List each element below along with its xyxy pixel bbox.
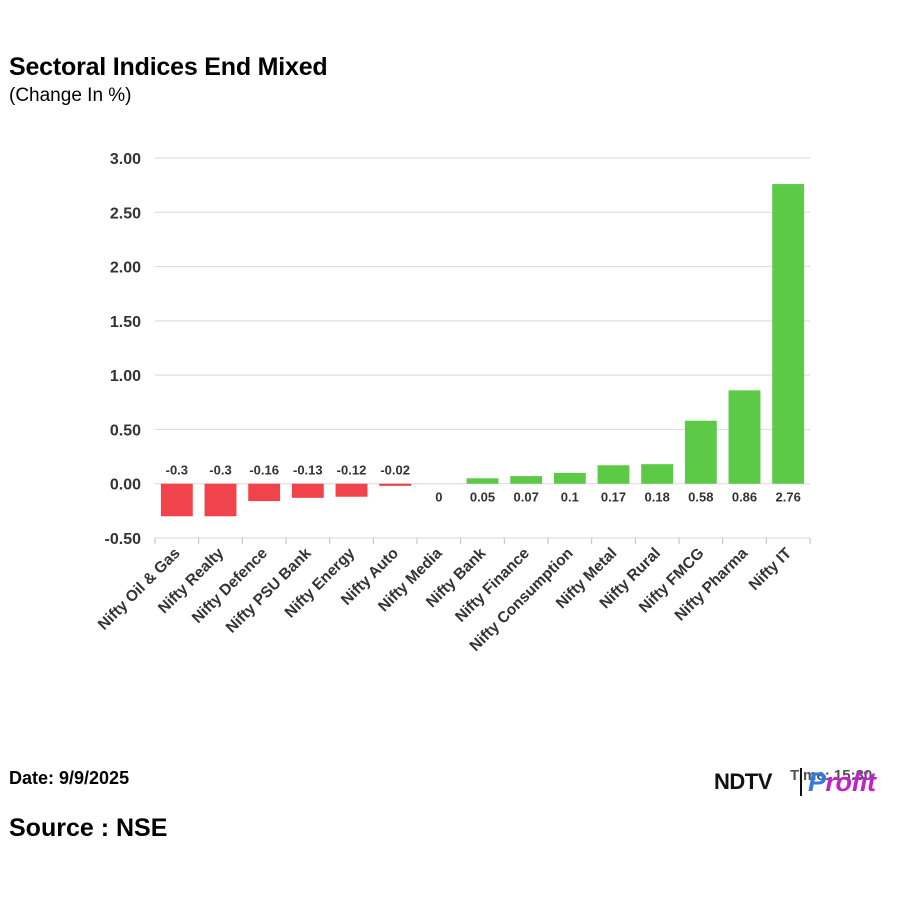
data-label: -0.3 [166,463,188,478]
brand-overlap-text: Time: 15:30 [790,767,873,784]
y-tick-label: -0.50 [105,531,142,548]
brand-profit: Profit [808,767,876,797]
bar [597,465,630,484]
bar [160,483,193,517]
bar [553,472,586,484]
bar [510,476,543,484]
x-tick-label: Nifty IT [746,544,796,594]
data-label: 0 [435,490,442,505]
y-tick-label: 1.50 [110,314,141,331]
data-labels: -0.3 -0.3 -0.16 -0.13 -0.12 -0.02 0 0.05 0.07 0.1… [166,463,801,505]
data-label: 2.76 [776,490,801,505]
y-tick-label: 2.00 [110,260,141,277]
data-label: 0.86 [732,490,757,505]
bar [379,483,412,486]
brand-logo: NDTV Time: 15:30 Profit [714,765,894,799]
y-axis: 3.00 2.50 2.00 1.50 1.00 0.50 0.00 -0.50 [105,151,142,548]
date-label: Date: 9/9/2025 [9,768,130,788]
data-label: 0.1 [561,490,579,505]
bar [204,483,237,517]
bar [466,478,499,484]
y-tick-label: 0.50 [110,422,141,439]
data-label: 0.18 [645,490,670,505]
bar [684,420,717,484]
data-label: -0.13 [293,463,323,478]
brand-separator [800,768,802,796]
x-tick-label: Nifty Defence [189,545,271,627]
brand-ndtv: NDTV [714,769,772,794]
grid-lines [155,157,810,539]
data-label: -0.3 [209,463,231,478]
bar [728,390,761,484]
data-label: 0.58 [688,490,713,505]
bar [291,483,324,498]
y-tick-label: 3.00 [110,151,141,168]
bar [641,464,674,484]
data-label: -0.16 [249,463,279,478]
chart-subtitle: (Change In %) [9,85,132,106]
chart-title: Sectoral Indices End Mixed [9,53,328,81]
y-tick-label: 2.50 [110,205,141,222]
source-label: Source : NSE [9,814,168,842]
data-label: -0.12 [337,463,367,478]
bar [248,483,281,502]
bar [772,184,805,484]
data-label: 0.17 [601,490,626,505]
data-label: -0.02 [380,463,410,478]
bar [335,483,368,497]
y-tick-label: 1.00 [110,368,141,385]
data-label: 0.07 [514,490,539,505]
data-label: 0.05 [470,490,495,505]
bars [160,184,805,517]
y-tick-label: 0.00 [110,477,141,494]
